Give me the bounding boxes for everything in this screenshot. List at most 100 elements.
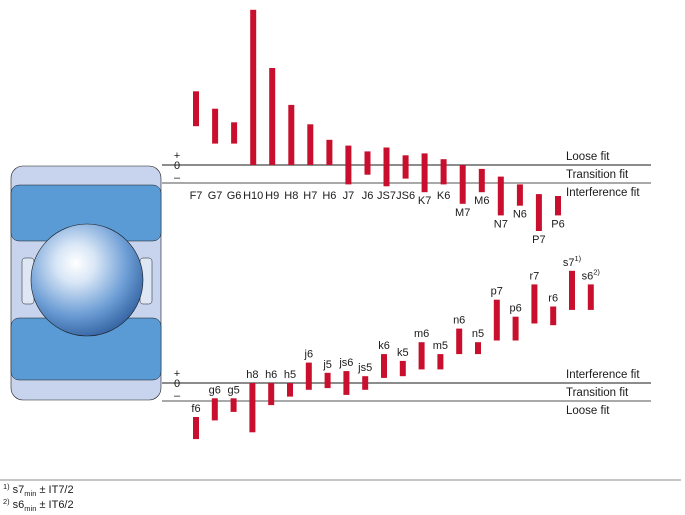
upper-label-p7: P7 xyxy=(532,234,545,246)
lower-zero-label: 0 xyxy=(174,378,180,390)
upper-label-js7: JS7 xyxy=(377,190,396,202)
lower-label-f6: f6 xyxy=(191,403,200,415)
lower-label-p6: p6 xyxy=(509,303,521,315)
upper-tolerance-bars xyxy=(193,9,561,231)
upper-plus-sign: + xyxy=(174,150,180,162)
lower-bar-n6 xyxy=(456,328,463,355)
upper-bar-h10 xyxy=(250,9,257,165)
upper-label-k7: K7 xyxy=(418,195,431,207)
lower-minus-sign: – xyxy=(174,390,181,402)
upper-bar-p7 xyxy=(535,194,542,231)
lower-bar-js6 xyxy=(343,371,350,395)
lower-label-js5: js5 xyxy=(357,362,372,374)
lower-zero-axis: + 0 – xyxy=(162,368,651,402)
lower-bar-f6 xyxy=(193,417,199,440)
lower-label-js6: js6 xyxy=(338,357,353,369)
lower-bar-j6 xyxy=(305,362,312,390)
lower-label-g6: g6 xyxy=(209,384,221,396)
upper-bar-js6 xyxy=(402,155,409,179)
lower-label-m5: m5 xyxy=(433,340,448,352)
upper-label-m7: M7 xyxy=(455,207,470,219)
upper-bar-m6 xyxy=(478,168,485,193)
lower-bar-m6 xyxy=(418,342,425,370)
upper-label-p6: P6 xyxy=(551,218,564,230)
lower-plus-sign: + xyxy=(174,368,180,380)
upper-label-h9: H9 xyxy=(265,190,279,202)
upper-bar-j7 xyxy=(345,145,352,185)
lower-fit-label-interference: Interference fit xyxy=(566,369,640,381)
lower-bar-m5 xyxy=(437,354,444,370)
upper-bar-k6 xyxy=(440,159,447,185)
upper-label-j6: J6 xyxy=(362,190,374,202)
lower-label-j6: j6 xyxy=(304,349,314,361)
upper-bar-h8 xyxy=(288,104,295,165)
upper-minus-sign: – xyxy=(174,172,181,184)
lower-bar-h8 xyxy=(249,383,256,433)
lower-fit-label-loose: Loose fit xyxy=(566,405,610,417)
upper-label-h6: H6 xyxy=(322,190,336,202)
lower-bar-k6 xyxy=(381,354,387,378)
lower-bar-p6 xyxy=(512,316,519,341)
footnote-2: 2) s6min ± IT6/2 xyxy=(3,497,74,513)
upper-zero-label: 0 xyxy=(174,160,180,172)
lower-label-h5: h5 xyxy=(284,369,296,381)
upper-bar-n6 xyxy=(516,184,523,206)
lower-label-r6: r6 xyxy=(548,293,558,305)
lower-bar-js5 xyxy=(362,376,369,390)
upper-label-js6: JS6 xyxy=(396,190,415,202)
lower-bar-p7 xyxy=(493,299,500,341)
lower-label-g5: g5 xyxy=(227,384,239,396)
upper-label-f7: F7 xyxy=(190,190,203,202)
lower-bar-s6 xyxy=(587,284,594,310)
upper-label-h8: H8 xyxy=(284,190,298,202)
lower-tolerance-labels: f6 g6 g5 h8 h6 h5 j6 j5 js6 js5 k6 k5 m6 m5 n6 n5 p7 p6 r7… xyxy=(191,254,600,415)
lower-label-r7: r7 xyxy=(530,270,540,282)
upper-fit-label-interference: Interference fit xyxy=(566,187,640,199)
upper-fit-label-loose: Loose fit xyxy=(566,151,610,163)
upper-label-h7: H7 xyxy=(303,190,317,202)
lower-label-m6: m6 xyxy=(414,328,429,340)
upper-bar-p6 xyxy=(555,196,561,216)
lower-label-n5: n5 xyxy=(472,328,484,340)
lower-bar-h6 xyxy=(268,383,275,406)
upper-bar-m7 xyxy=(459,165,466,204)
lower-label-j5: j5 xyxy=(322,359,332,371)
lower-bar-h5 xyxy=(287,383,293,397)
upper-label-n6: N6 xyxy=(513,209,527,221)
upper-bar-js7 xyxy=(383,147,390,187)
upper-bar-g6 xyxy=(231,122,238,144)
lower-fit-label-transition: Transition fit xyxy=(566,387,629,399)
upper-bar-j6 xyxy=(364,151,371,175)
lower-label-k5: k5 xyxy=(397,347,409,359)
lower-bar-r6 xyxy=(550,306,557,326)
lower-bar-j5 xyxy=(324,372,331,389)
upper-bar-n7 xyxy=(497,176,504,216)
upper-tolerance-labels: F7 G7 G6 H10 H9 H8 H7 H6 J7 J6 JS7 JS6 K7 K6 M7 M6 N7 N6 P… xyxy=(190,190,565,246)
lower-bar-k5 xyxy=(399,360,406,377)
upper-bar-g7 xyxy=(212,108,219,144)
upper-bar-h6 xyxy=(326,139,333,165)
upper-label-g6: G6 xyxy=(227,190,242,202)
upper-bar-h7 xyxy=(307,124,314,165)
upper-bar-f7 xyxy=(193,91,199,127)
lower-label-h8: h8 xyxy=(246,369,258,381)
lower-bar-g6 xyxy=(211,398,218,421)
lower-tolerance-bars xyxy=(193,270,594,440)
lower-bar-n5 xyxy=(475,342,481,355)
lower-bar-s7 xyxy=(569,270,575,310)
footnote-1: 1) s7min ± IT7/2 xyxy=(3,482,74,498)
bearing-illustration xyxy=(10,165,162,401)
upper-label-j7: J7 xyxy=(343,190,355,202)
lower-bar-r7 xyxy=(531,284,538,324)
upper-fit-label-transition: Transition fit xyxy=(566,169,629,181)
upper-label-m6: M6 xyxy=(474,195,489,207)
lower-label-s7: s71) xyxy=(563,254,582,269)
upper-bar-h9 xyxy=(269,68,276,165)
lower-bar-g5 xyxy=(230,398,237,412)
upper-label-n7: N7 xyxy=(494,218,508,230)
upper-label-h10: H10 xyxy=(243,190,263,202)
lower-label-k6: k6 xyxy=(378,340,390,352)
upper-label-k6: K6 xyxy=(437,190,450,202)
upper-label-g7: G7 xyxy=(208,190,223,202)
